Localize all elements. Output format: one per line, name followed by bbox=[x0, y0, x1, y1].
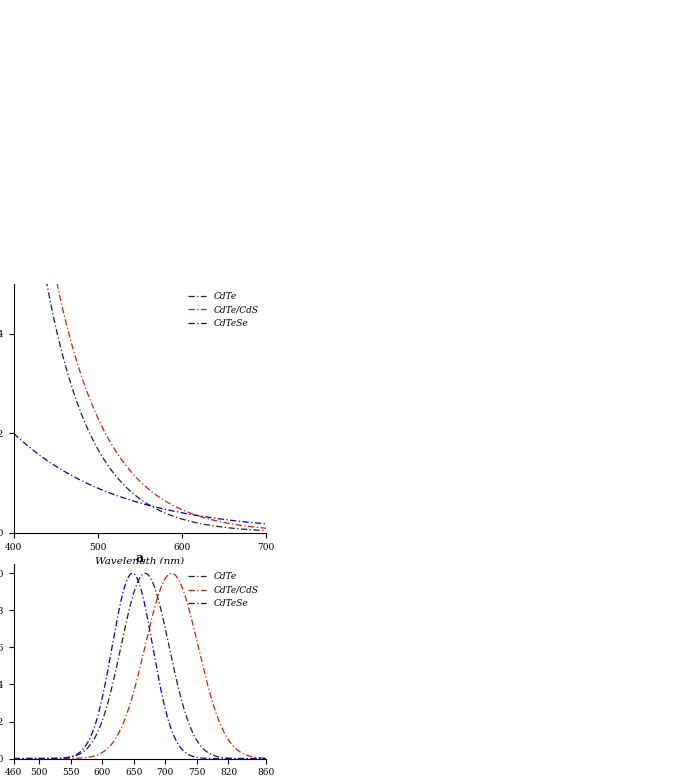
CdTeSe bbox=[201, 754, 210, 763]
CdTe bbox=[262, 526, 270, 535]
CdTeSe bbox=[178, 508, 186, 517]
CdTe bbox=[74, 402, 83, 412]
CdTe/CdS bbox=[163, 571, 171, 580]
Line: CdTe: CdTe bbox=[14, 573, 266, 759]
Line: CdTe/CdS: CdTe/CdS bbox=[14, 573, 266, 759]
CdTe bbox=[178, 514, 186, 524]
CdTeSe bbox=[200, 512, 208, 521]
CdTe bbox=[171, 668, 179, 678]
CdTeSe bbox=[262, 519, 270, 528]
Line: CdTeSe: CdTeSe bbox=[14, 573, 266, 759]
CdTe bbox=[10, 254, 18, 264]
CdTeSe bbox=[25, 754, 33, 763]
CdTe/CdS bbox=[200, 513, 208, 522]
CdTeSe bbox=[54, 463, 62, 472]
CdTeSe bbox=[227, 754, 236, 763]
CdTe/CdS bbox=[171, 570, 179, 580]
Legend: CdTe, CdTe/CdS, CdTeSe: CdTe, CdTe/CdS, CdTeSe bbox=[184, 569, 262, 612]
CdTe bbox=[54, 334, 62, 343]
CdTe bbox=[262, 754, 270, 763]
Text: a: a bbox=[136, 552, 144, 566]
CdTe bbox=[200, 520, 208, 529]
CdTe bbox=[201, 746, 210, 755]
CdTe/CdS bbox=[167, 569, 176, 578]
CdTe/CdS bbox=[54, 285, 62, 294]
Legend: CdTe, CdTe/CdS, CdTeSe: CdTe, CdTe/CdS, CdTeSe bbox=[184, 289, 262, 331]
CdTeSe bbox=[124, 495, 132, 504]
CdTe bbox=[141, 569, 149, 578]
CdTe/CdS bbox=[262, 524, 270, 533]
CdTeSe bbox=[10, 429, 18, 438]
CdTe bbox=[227, 754, 236, 763]
CdTe/CdS bbox=[25, 754, 33, 763]
CdTe bbox=[124, 484, 132, 493]
CdTe/CdS bbox=[201, 672, 210, 682]
CdTe/CdS bbox=[262, 754, 270, 763]
CdTeSe bbox=[156, 685, 165, 694]
CdTe bbox=[156, 605, 165, 614]
CdTe/CdS bbox=[124, 464, 132, 473]
Line: CdTe: CdTe bbox=[14, 259, 266, 531]
CdTe/CdS bbox=[10, 754, 18, 763]
CdTe bbox=[163, 633, 171, 643]
CdTe/CdS bbox=[10, 254, 18, 264]
CdTe/CdS bbox=[178, 505, 186, 514]
CdTe/CdS bbox=[156, 584, 165, 594]
CdTeSe bbox=[262, 754, 270, 763]
Line: CdTe/CdS: CdTe/CdS bbox=[14, 259, 266, 528]
CdTeSe bbox=[10, 754, 18, 763]
CdTeSe bbox=[158, 504, 167, 513]
Line: CdTeSe: CdTeSe bbox=[14, 433, 266, 524]
CdTe/CdS bbox=[158, 495, 167, 504]
CdTe bbox=[158, 507, 167, 517]
X-axis label: Wavelength (nm): Wavelength (nm) bbox=[96, 557, 184, 566]
CdTe bbox=[25, 754, 33, 763]
CdTeSe bbox=[163, 713, 171, 722]
CdTeSe bbox=[128, 569, 137, 578]
CdTe bbox=[10, 754, 18, 763]
CdTeSe bbox=[74, 475, 83, 484]
CdTeSe bbox=[171, 734, 179, 743]
CdTe/CdS bbox=[74, 363, 83, 372]
CdTe/CdS bbox=[227, 739, 236, 748]
